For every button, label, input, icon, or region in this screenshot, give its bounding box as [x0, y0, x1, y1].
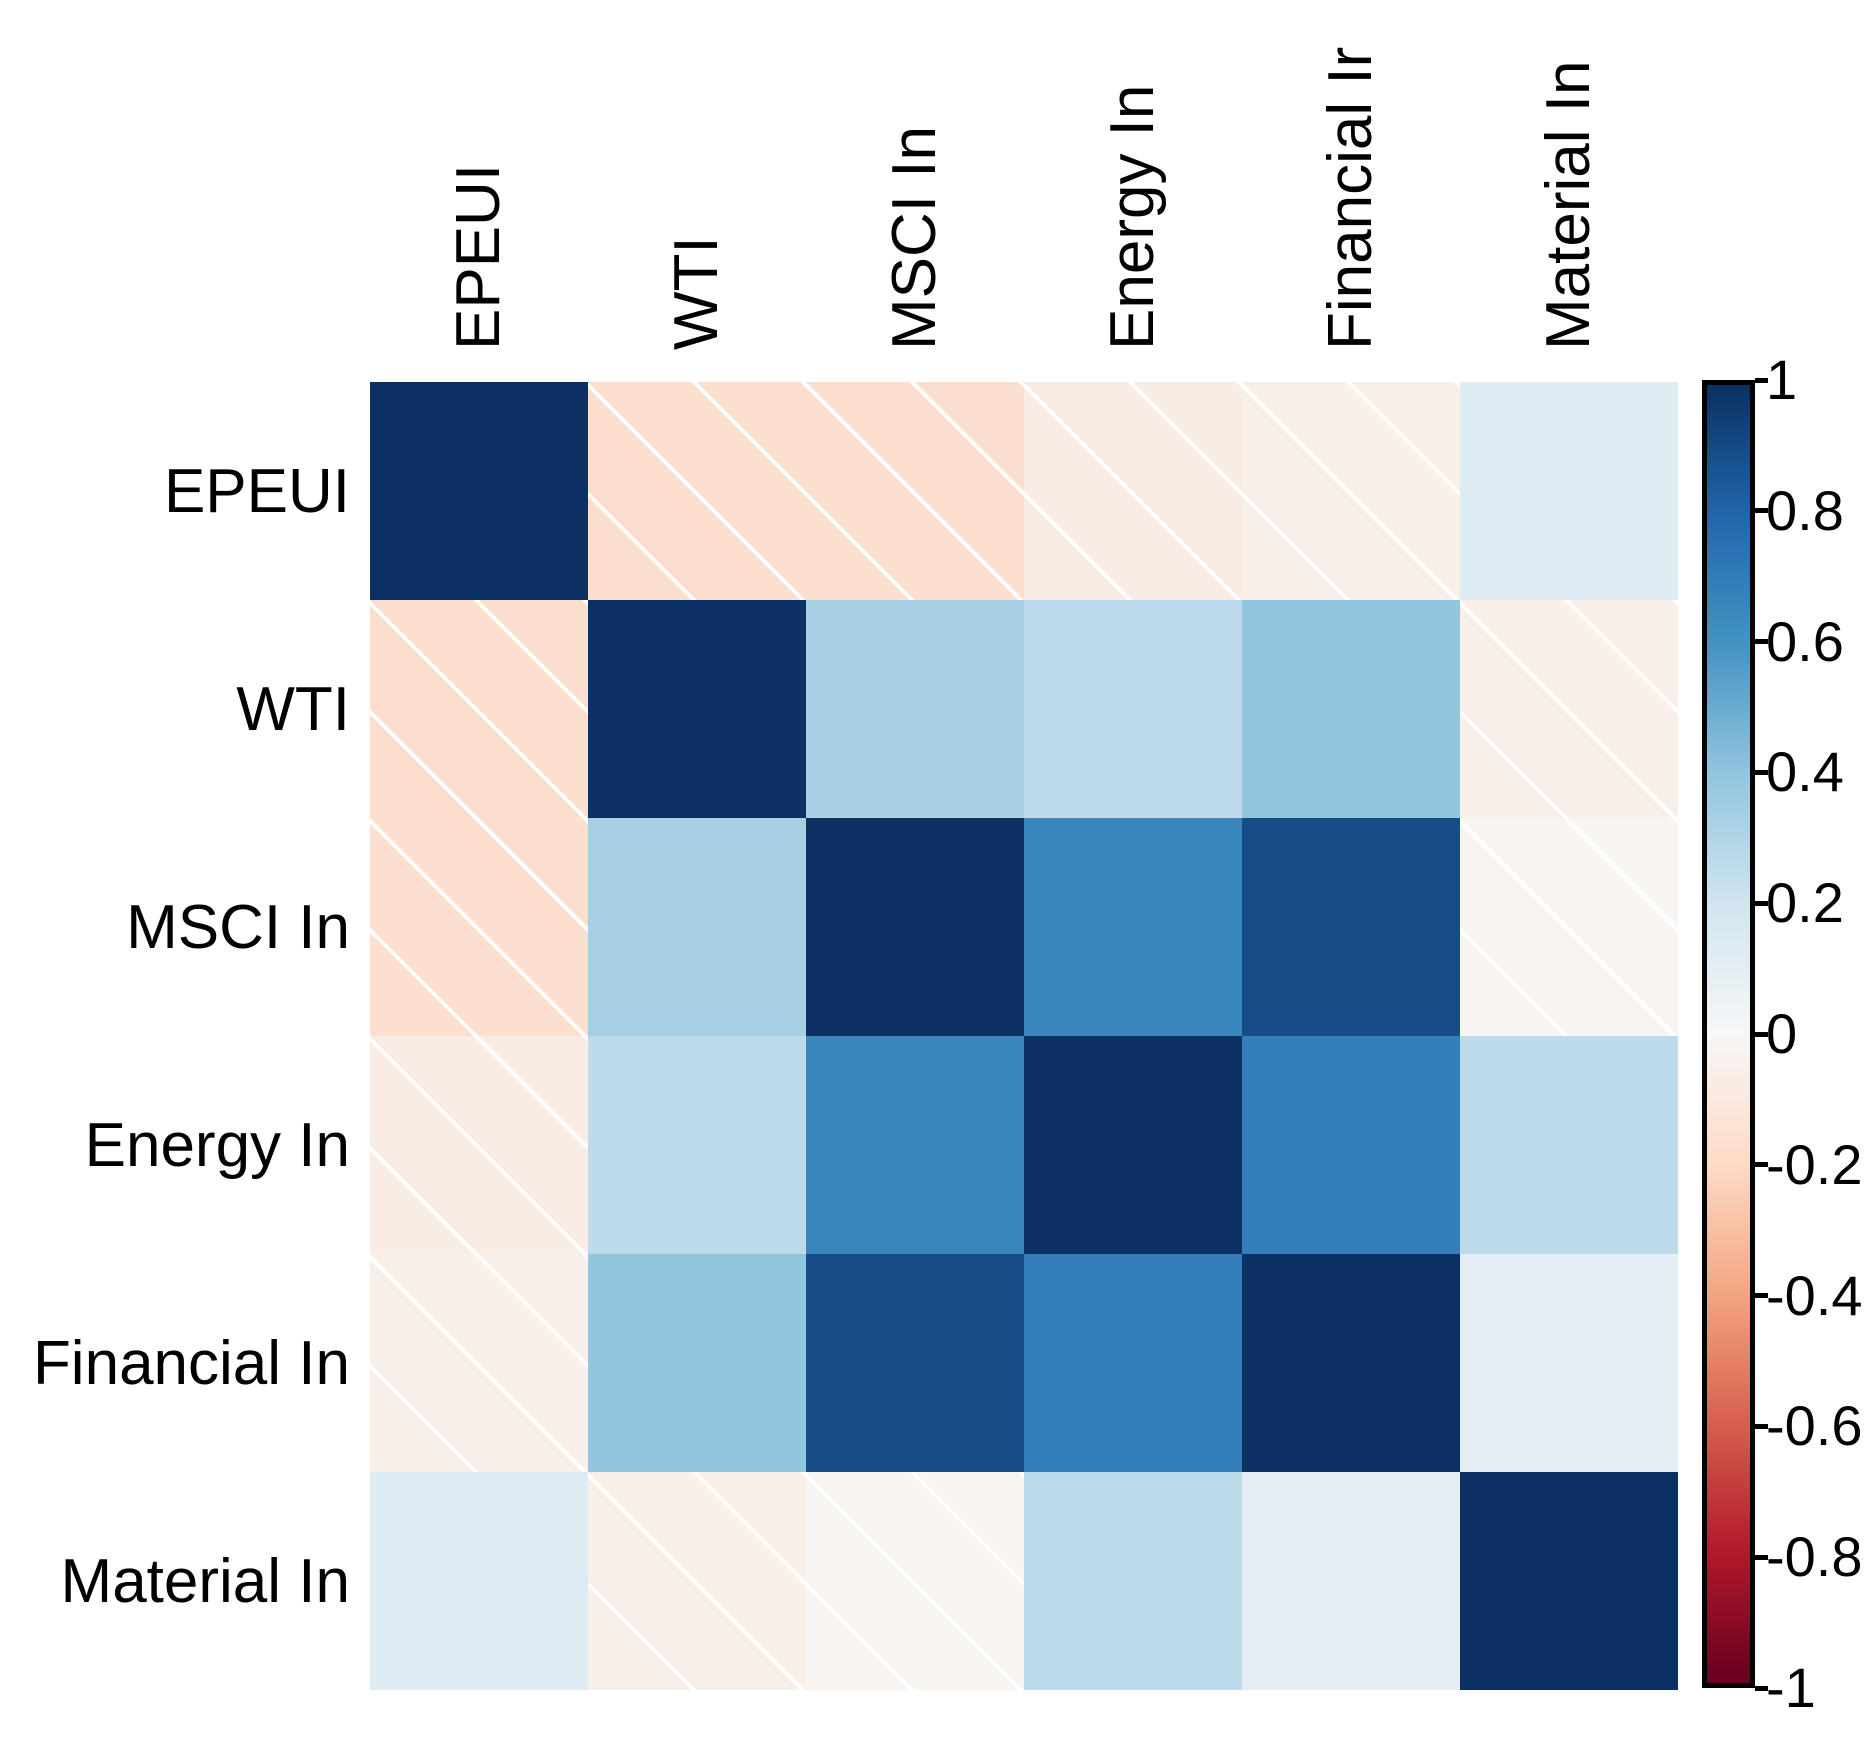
matrix-cell: [1460, 1036, 1678, 1254]
colorbar-gradient: [1707, 385, 1750, 1683]
matrix-cell: [1242, 600, 1460, 818]
column-label: Financial Ir: [1316, 46, 1385, 350]
matrix-cell: [588, 600, 806, 818]
matrix-cell: [1460, 818, 1678, 1036]
column-label: EPEUI: [444, 163, 513, 350]
colorbar-tick-label: 0.4: [1766, 740, 1844, 804]
matrix-cell: [806, 1472, 1024, 1690]
matrix-cell: [370, 1036, 588, 1254]
matrix-cell: [806, 1036, 1024, 1254]
colorbar-tick: [1755, 1554, 1768, 1560]
colorbar-tick: [1755, 900, 1768, 906]
matrix-cell: [370, 382, 588, 600]
column-label: Energy In: [1098, 84, 1167, 350]
colorbar-tick: [1755, 1293, 1768, 1299]
colorbar-tick-label: 1: [1766, 348, 1798, 411]
column-label: Material In: [1534, 60, 1603, 350]
matrix-cell: [588, 1472, 806, 1690]
matrix-cell: [1024, 600, 1242, 818]
colorbar-tick-label: 0.2: [1766, 871, 1844, 935]
matrix-cell: [1242, 818, 1460, 1036]
colorbar-tick-label: -0.6: [1766, 1394, 1863, 1458]
matrix-cell: [588, 818, 806, 1036]
matrix-cell: [588, 1254, 806, 1472]
matrix-cell: [1460, 1472, 1678, 1690]
matrix-cell: [370, 600, 588, 818]
matrix-cell: [806, 818, 1024, 1036]
colorbar-tick-label: 0.8: [1766, 478, 1844, 542]
row-label: Material In: [60, 1546, 350, 1616]
colorbar-tick: [1755, 508, 1768, 514]
matrix-cell: [588, 1036, 806, 1254]
row-label: Energy In: [84, 1110, 350, 1180]
colorbar-tick-label: -1: [1766, 1656, 1816, 1719]
colorbar-tick: [1755, 1162, 1768, 1168]
matrix-cell: [806, 382, 1024, 600]
colorbar-tick: [1755, 377, 1768, 383]
matrix-cell: [1024, 382, 1242, 600]
column-label: MSCI In: [880, 126, 949, 350]
matrix-cell: [1242, 1036, 1460, 1254]
matrix-cell: [370, 1254, 588, 1472]
matrix-cell: [370, 818, 588, 1036]
colorbar-tick-label: -0.2: [1766, 1132, 1863, 1196]
row-label: EPEUI: [163, 456, 350, 526]
matrix-cell: [1460, 1254, 1678, 1472]
matrix-cell: [806, 1254, 1024, 1472]
colorbar-tick: [1755, 1423, 1768, 1429]
matrix-cell: [1460, 382, 1678, 600]
matrix-cell: [1024, 1036, 1242, 1254]
colorbar-tick: [1755, 1685, 1768, 1691]
matrix-cell: [370, 1472, 588, 1690]
colorbar-tick-label: -0.4: [1766, 1263, 1863, 1327]
matrix-cell: [1024, 1254, 1242, 1472]
colorbar-tick-label: -0.8: [1766, 1525, 1863, 1589]
colorbar-tick: [1755, 1031, 1768, 1037]
matrix-cell: [1024, 1472, 1242, 1690]
colorbar-tick: [1755, 769, 1768, 775]
colorbar: [1702, 380, 1755, 1688]
colorbar-tick-label: 0.6: [1766, 609, 1844, 673]
matrix-cell: [1242, 382, 1460, 600]
colorbar-tick: [1755, 639, 1768, 645]
matrix-cell: [1242, 1254, 1460, 1472]
matrix-cell: [1460, 600, 1678, 818]
column-label: WTI: [662, 236, 731, 350]
matrix-grid: [370, 382, 1678, 1690]
row-label: WTI: [236, 674, 350, 744]
matrix-cell: [1024, 818, 1242, 1036]
colorbar-tick-label: 0: [1766, 1002, 1798, 1065]
row-label: MSCI In: [126, 892, 350, 962]
row-label: Financial In: [32, 1328, 350, 1398]
matrix-cell: [1242, 1472, 1460, 1690]
matrix-cell: [588, 382, 806, 600]
matrix-cell: [806, 600, 1024, 818]
